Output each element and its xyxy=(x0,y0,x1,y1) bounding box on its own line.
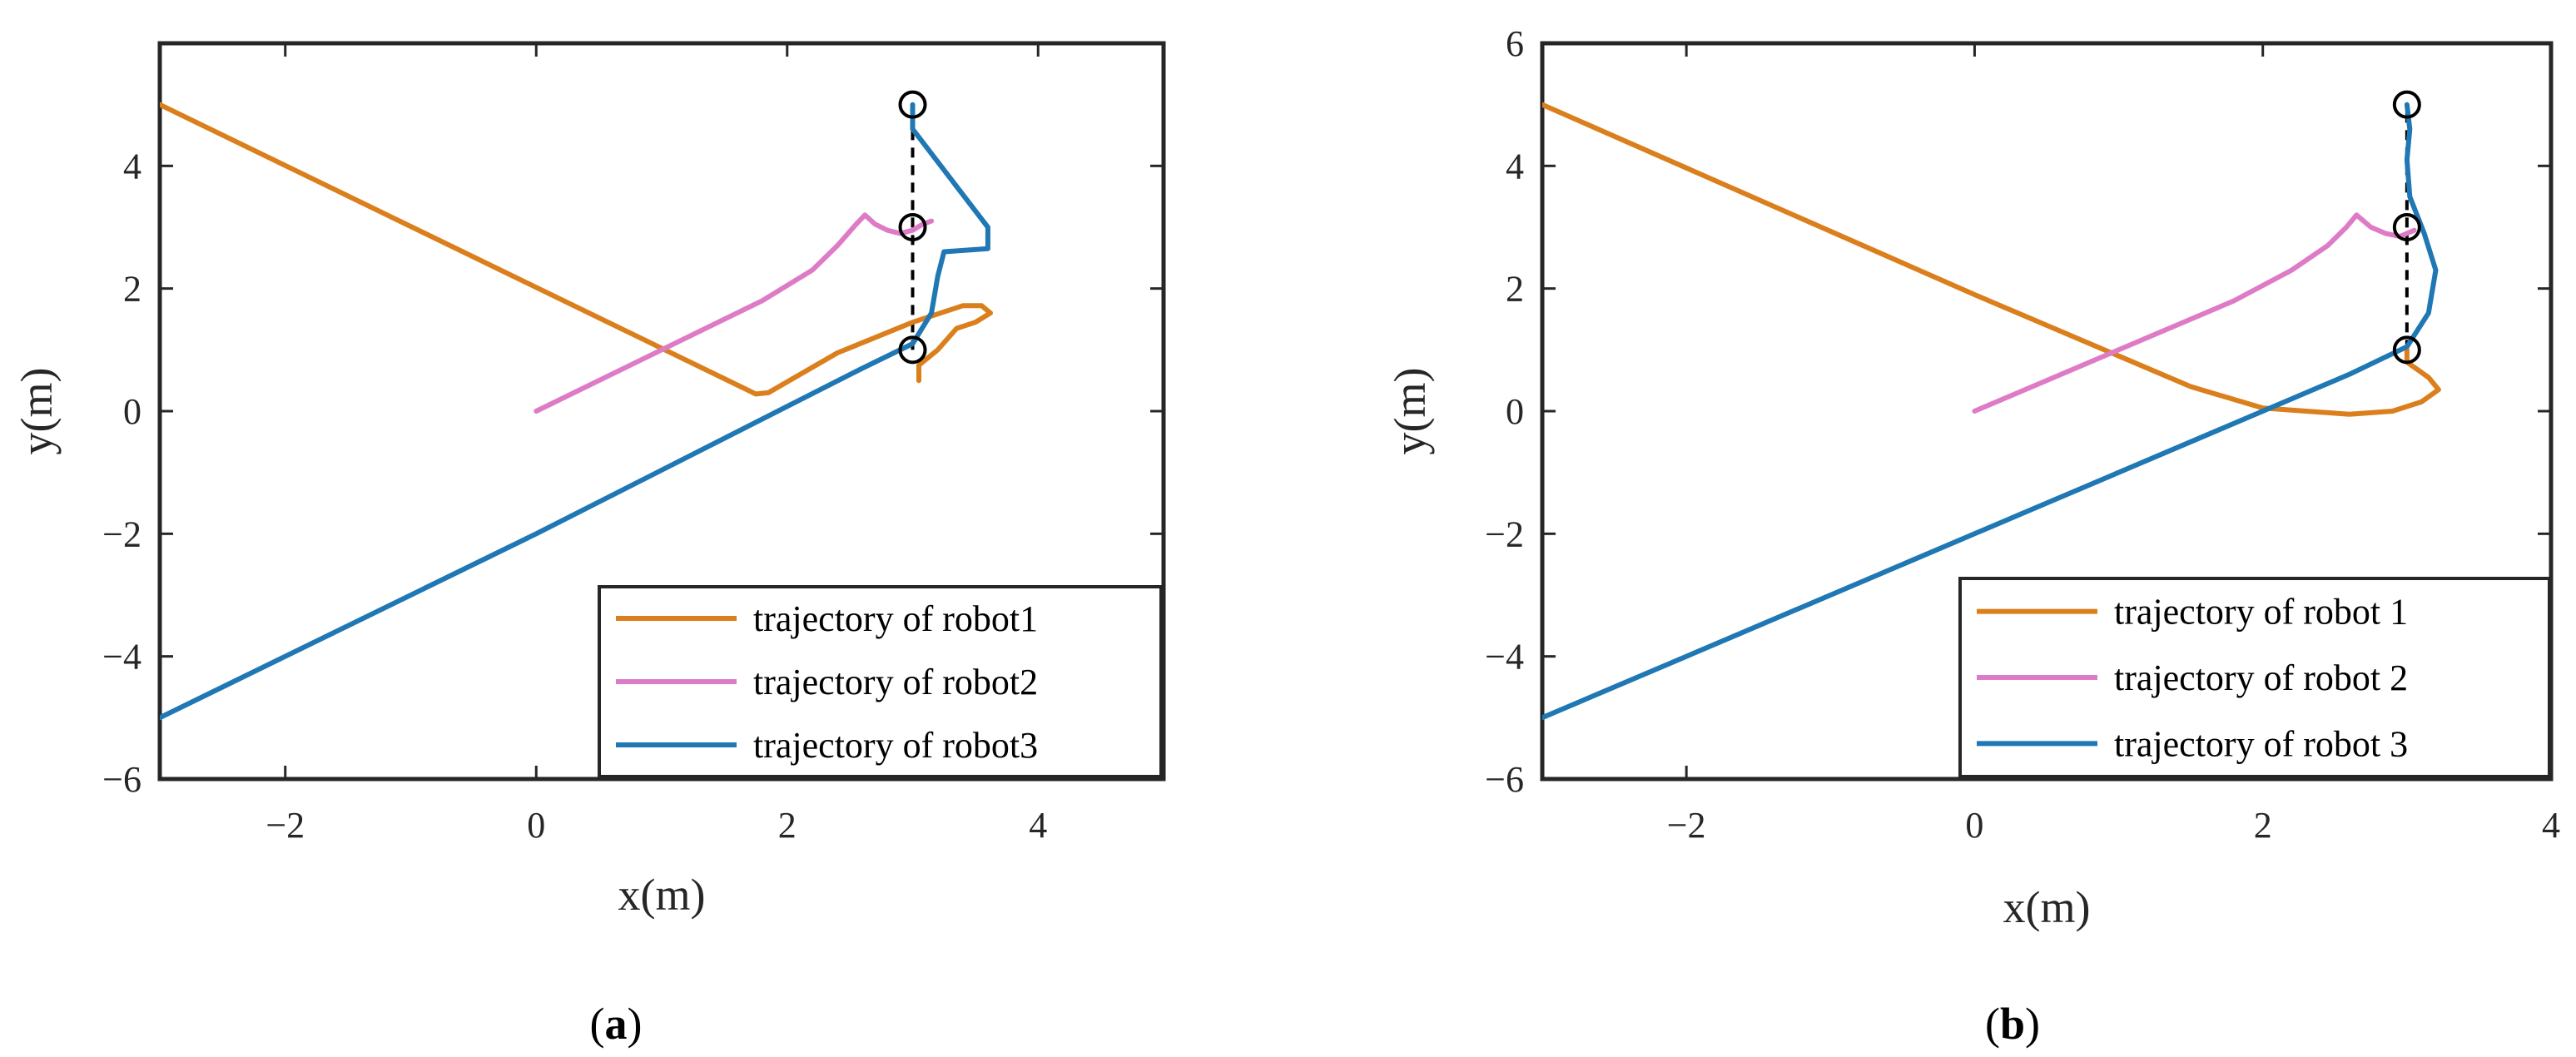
panel-caption: (a) xyxy=(590,999,643,1049)
y-tick-label: −2 xyxy=(1485,514,1524,554)
data-layer xyxy=(1542,90,2441,721)
y-tick-label: 2 xyxy=(1506,269,1524,310)
y-tick-label: −4 xyxy=(102,637,141,677)
y-axis-label: y(m) xyxy=(1385,368,1435,455)
caption-letter: b xyxy=(2000,999,2025,1049)
series-line-robot3 xyxy=(160,102,990,721)
y-tick-label: −2 xyxy=(102,514,141,554)
y-tick-label: 4 xyxy=(123,146,141,186)
x-tick-label: −2 xyxy=(266,805,305,846)
caption-close: ) xyxy=(628,999,643,1049)
x-tick-label: 2 xyxy=(2254,805,2272,846)
x-tick-label: 4 xyxy=(2542,805,2560,846)
legend-label-robot1: trajectory of robot 1 xyxy=(2114,592,2408,633)
x-tick-label: 0 xyxy=(527,805,545,846)
x-tick-label: 4 xyxy=(1029,805,1047,846)
caption-open: ( xyxy=(590,999,605,1049)
panel-caption: (b) xyxy=(1985,999,2040,1049)
data-layer xyxy=(160,90,993,721)
legend-label-robot2: trajectory of robot2 xyxy=(753,662,1038,702)
legend-label-robot1: trajectory of robot1 xyxy=(753,598,1038,639)
y-tick-label: −6 xyxy=(1485,759,1524,800)
caption-close: ) xyxy=(2025,999,2040,1049)
caption-letter: a xyxy=(605,999,628,1049)
chart-panel-a: −2 0 2 4 −6 −4 −2 0 2 4 x(m) y(m) trajectory of robo… xyxy=(12,41,1166,1049)
y-tick-label: 2 xyxy=(123,269,141,310)
y-tick-label: 0 xyxy=(1506,391,1524,432)
series-line-robot3 xyxy=(1542,102,2439,721)
y-tick-label: 6 xyxy=(1506,23,1524,64)
y-tick-label: −6 xyxy=(102,759,141,800)
legend: trajectory of robot1 trajectory of robot2… xyxy=(598,585,1163,778)
goal-marker xyxy=(898,90,927,119)
y-tick-label: −4 xyxy=(1485,637,1524,677)
goal-marker xyxy=(2392,213,2421,241)
series-line-robot2 xyxy=(534,212,935,414)
series-line-robot2 xyxy=(1972,212,2417,414)
x-axis-label: x(m) xyxy=(618,870,706,920)
chart-panel-b: −2 0 2 4 −6 −4 −2 0 2 4 6 x(m) y(m) trajectory of rob… xyxy=(1385,23,2560,1049)
legend-label-robot2: trajectory of robot 2 xyxy=(2114,658,2408,698)
x-tick-label: 0 xyxy=(1965,805,1983,846)
goal-marker xyxy=(2392,335,2421,365)
legend: trajectory of robot 1 trajectory of robot… xyxy=(1958,577,2551,778)
y-tick-label: 0 xyxy=(123,391,141,432)
legend-label-robot3: trajectory of robot 3 xyxy=(2114,723,2408,764)
x-tick-label: 2 xyxy=(778,805,797,846)
legend-label-robot3: trajectory of robot3 xyxy=(753,725,1038,766)
x-tick-label: −2 xyxy=(1667,805,1706,846)
series-line-robot1 xyxy=(1542,102,2441,417)
x-axis-label: x(m) xyxy=(2003,882,2091,932)
y-axis-label: y(m) xyxy=(12,368,62,455)
goal-marker xyxy=(898,213,927,241)
y-tick-label: 4 xyxy=(1506,146,1524,186)
goal-marker xyxy=(2392,90,2421,119)
caption-open: ( xyxy=(1985,999,2000,1049)
series-line-robot1 xyxy=(160,102,993,397)
goal-marker xyxy=(898,335,927,365)
